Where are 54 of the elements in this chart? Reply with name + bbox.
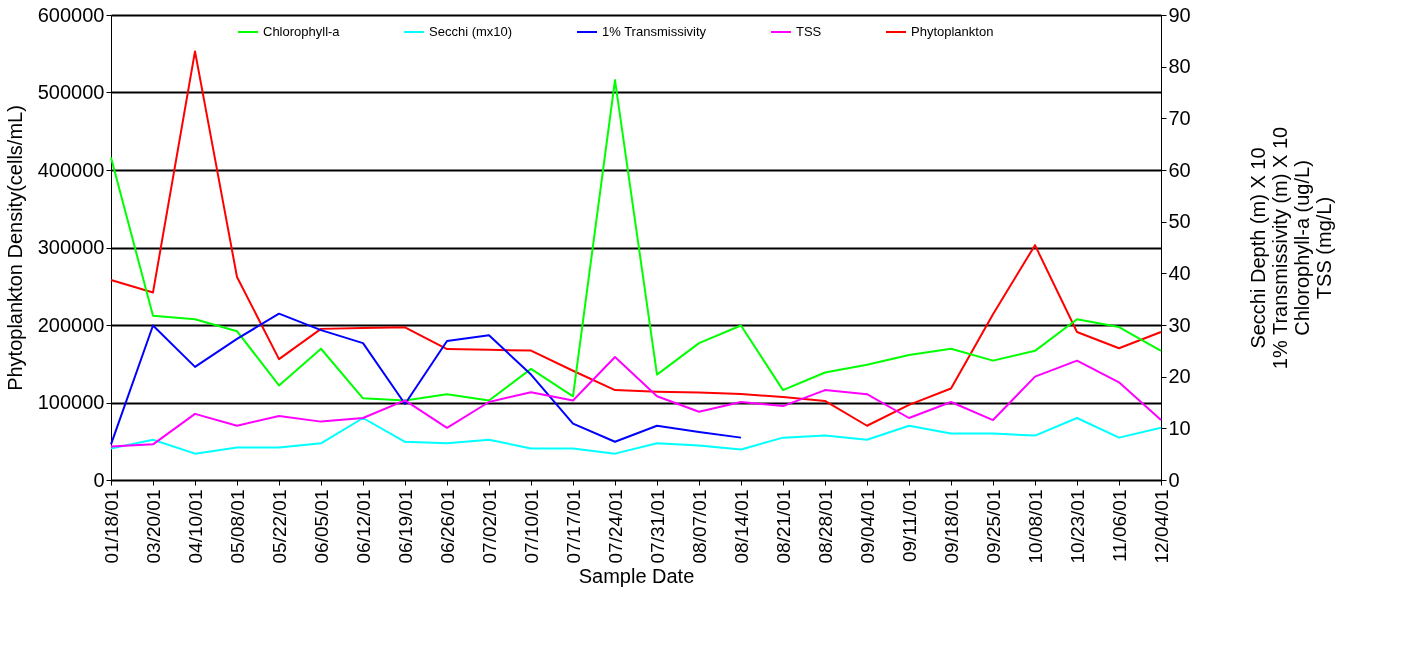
x-tick-label: 10/08/01 xyxy=(1024,489,1046,564)
y-tick-label: 500000 xyxy=(37,81,105,103)
x-tick-label: 08/21/01 xyxy=(772,489,794,564)
y2-tick-label: 0 xyxy=(1168,468,1180,491)
x-tick-label: 09/11/01 xyxy=(898,489,920,563)
x-tick-label: 07/02/01 xyxy=(478,489,500,564)
legend-label: Phytoplankton xyxy=(911,24,994,39)
x-tick-label: 08/07/01 xyxy=(688,489,710,564)
y2-tick-label: 90 xyxy=(1168,3,1191,26)
x-tick-label: 09/18/01 xyxy=(940,489,962,564)
x-tick-label: 06/05/01 xyxy=(310,489,332,564)
x-tick-label: 01/18/01 xyxy=(100,489,122,564)
y-tick-label: 0 xyxy=(93,468,105,491)
y-tick-label: 200000 xyxy=(37,313,105,336)
line-series xyxy=(110,356,1162,448)
x-tick-label: 03/20/01 xyxy=(142,489,164,564)
x-tick-label: 11/06/01 xyxy=(1108,489,1130,563)
y2-tick-label: 60 xyxy=(1168,158,1191,181)
y-tick-label: 600000 xyxy=(37,3,105,26)
y2-tick-label: 50 xyxy=(1168,210,1191,233)
x-tick-label: 12/04/01 xyxy=(1150,489,1172,564)
legend-label: Secchi (mx10) xyxy=(429,24,513,39)
x-tick-label: 08/28/01 xyxy=(814,489,836,564)
y2-tick-label: 80 xyxy=(1168,55,1191,78)
y-tick-label: 100000 xyxy=(37,391,105,413)
x-tick-label: 06/19/01 xyxy=(394,489,416,564)
y2-tick-label: 30 xyxy=(1168,313,1191,336)
y-axis-title: Phytoplankton Density(cells/mL) xyxy=(3,105,26,391)
x-tick-label: 09/25/01 xyxy=(982,489,1004,564)
legend-label: 1% Transmissivity xyxy=(602,24,707,39)
x-axis-title: Sample Date xyxy=(578,565,695,588)
y2-tick-label: 40 xyxy=(1168,261,1191,284)
line-series xyxy=(110,312,742,446)
legend-label: Chlorophyll-a xyxy=(263,24,341,39)
x-tick-label: 05/08/01 xyxy=(226,489,248,564)
x-tick-label: 07/24/01 xyxy=(604,489,626,564)
y2-tick-label: 20 xyxy=(1168,365,1191,388)
x-tick-label: 10/23/01 xyxy=(1066,489,1088,564)
x-tick-label: 07/10/01 xyxy=(520,489,542,564)
x-tick-label: 04/10/01 xyxy=(184,489,206,564)
x-tick-label: 09/04/01 xyxy=(856,489,878,564)
y2-tick-label: 70 xyxy=(1168,106,1191,129)
x-tick-label: 06/12/01 xyxy=(352,489,374,564)
y-tick-label: 300000 xyxy=(37,236,105,258)
y2-tick-label: 10 xyxy=(1168,416,1191,439)
y2-axis-title: Secchi Depth (m) X 10 1% Transmissivity (m) X 10 Chlorophyll-a (ug/L) TSS (mg/L) xyxy=(1246,126,1335,370)
y-tick-label: 400000 xyxy=(37,158,105,181)
x-tick-label: 08/14/01 xyxy=(730,489,752,564)
line-series xyxy=(110,417,1162,455)
x-tick-label: 05/22/01 xyxy=(268,489,290,564)
x-tick-label: 07/17/01 xyxy=(562,489,584,564)
legend-label: TSS xyxy=(796,24,822,39)
x-tick-label: 07/31/01 xyxy=(646,489,668,564)
x-tick-label: 06/26/01 xyxy=(436,489,458,564)
